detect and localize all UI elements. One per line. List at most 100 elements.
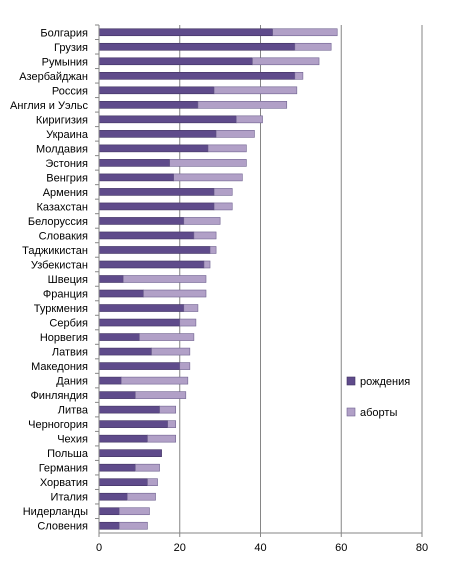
- category-label: Швеция: [48, 274, 88, 286]
- legend: рождения аборты: [346, 376, 410, 419]
- category-label: Франция: [43, 289, 88, 301]
- category-label: Армения: [43, 187, 88, 199]
- bar-abortions: [179, 318, 197, 327]
- category-label: Украина: [46, 129, 89, 141]
- bar-abortions: [272, 28, 338, 37]
- category-label: Словакия: [39, 230, 88, 242]
- gridlines: [98, 25, 423, 537]
- category-label: Туркмения: [34, 303, 88, 315]
- bars: [98, 28, 338, 530]
- bar-abortions: [209, 246, 217, 254]
- bar-abortions: [207, 144, 247, 153]
- category-label: Финляндия: [30, 390, 88, 402]
- bar-abortions: [193, 231, 217, 240]
- category-label: Румыния: [42, 56, 88, 68]
- bar-abortions: [213, 202, 233, 211]
- bar-abortions: [183, 217, 221, 225]
- bar-births: [98, 391, 136, 399]
- category-label: Черногория: [28, 419, 88, 431]
- bar-abortions: [183, 304, 199, 312]
- bar-abortions: [294, 72, 304, 80]
- bar-abortions: [118, 521, 148, 530]
- bar-births: [98, 463, 136, 472]
- bar-births: [98, 28, 273, 37]
- category-label: Таджикистан: [22, 245, 88, 257]
- bar-abortions: [252, 57, 320, 66]
- category-labels: Болгария Грузия Румыния Азербайджан Россия Ан…: [10, 24, 99, 533]
- bar-births: [98, 188, 215, 196]
- bar-births: [98, 130, 217, 138]
- bar-births: [98, 347, 152, 356]
- bar-births: [98, 159, 170, 167]
- bar-births: [98, 115, 237, 124]
- x-tick-label: 20: [174, 542, 186, 554]
- category-label: Македония: [31, 361, 88, 373]
- bar-abortions: [147, 434, 177, 443]
- category-label: Нидерланды: [23, 506, 88, 518]
- category-label: Грузия: [54, 42, 88, 54]
- category-label: Италия: [51, 492, 89, 504]
- bar-abortions: [159, 405, 177, 414]
- category-label: Хорватия: [40, 477, 88, 489]
- category-label: Белоруссия: [28, 216, 88, 228]
- bar-births: [98, 246, 211, 254]
- bar-births: [98, 362, 181, 370]
- bar-abortions: [167, 420, 177, 428]
- bar-abortions: [139, 333, 195, 341]
- category-label: Азербайджан: [19, 71, 88, 83]
- bar-abortions: [294, 42, 332, 51]
- category-label: Норвегия: [40, 332, 88, 344]
- category-label: Узбекистан: [31, 259, 88, 271]
- bar-abortions: [235, 115, 263, 124]
- bar-births: [98, 318, 181, 327]
- category-label: Болгария: [40, 27, 88, 39]
- bar-births: [98, 231, 195, 240]
- bar-abortions: [126, 492, 156, 501]
- bar-births: [98, 86, 215, 95]
- category-label: Германия: [39, 463, 88, 475]
- bar-births: [98, 289, 144, 298]
- bar-births: [98, 492, 128, 501]
- category-label: Латвия: [52, 347, 88, 359]
- category-label: Киригизия: [36, 114, 88, 126]
- bar-births: [98, 217, 185, 225]
- bar-births: [98, 449, 162, 457]
- category-label: Чехия: [57, 434, 88, 446]
- legend-label-births: рождения: [360, 376, 410, 388]
- bar-abortions: [213, 188, 233, 196]
- category-label: Венгрия: [46, 172, 88, 184]
- bar-abortions: [203, 260, 211, 269]
- category-label: Польша: [47, 448, 89, 460]
- bar-abortions: [215, 130, 255, 138]
- bar-abortions: [197, 101, 288, 109]
- category-label: Сербия: [49, 318, 88, 330]
- bar-abortions: [135, 391, 187, 399]
- legend-label-abortions: аборты: [360, 407, 397, 419]
- bar-births: [98, 333, 140, 341]
- bar-abortions: [135, 463, 160, 472]
- bar-births: [98, 420, 168, 428]
- bar-abortions: [118, 507, 150, 516]
- bar-births: [98, 260, 205, 269]
- bar-births: [98, 507, 120, 516]
- category-label: Молдавия: [36, 143, 88, 155]
- legend-swatch-births: [346, 376, 356, 386]
- bar-births: [98, 304, 185, 312]
- x-tick-label: 60: [335, 542, 347, 554]
- x-tick-label: 40: [254, 542, 266, 554]
- category-label: Литва: [58, 405, 89, 417]
- bar-abortions: [179, 362, 191, 370]
- bar-abortions: [120, 376, 189, 385]
- bar-births: [98, 521, 120, 530]
- bar-births: [98, 202, 215, 211]
- bar-births: [98, 478, 148, 487]
- x-tick-labels: 0 20 40 60 80: [96, 542, 428, 554]
- bar-births: [98, 144, 209, 153]
- bar-abortions: [147, 478, 158, 487]
- category-label: Англия и Уэльс: [10, 100, 88, 112]
- bar-abortions: [173, 173, 243, 182]
- bar-abortions: [169, 159, 247, 167]
- bar-births: [98, 101, 199, 109]
- bar-births: [98, 42, 296, 51]
